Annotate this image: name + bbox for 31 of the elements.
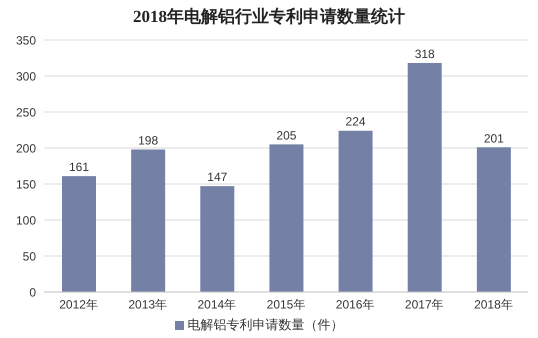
data-label: 198 <box>138 133 158 148</box>
bar <box>338 130 373 292</box>
chart-title: 2018年电解铝行业专利申请数量统计 <box>132 6 406 28</box>
bar <box>62 176 96 292</box>
x-tick-label: 2013年 <box>128 298 168 312</box>
legend-label: 电解铝专利申请数量（件） <box>188 317 344 332</box>
data-label: 224 <box>346 114 366 129</box>
y-tick-label: 350 <box>16 33 36 48</box>
x-tick-label: 2017年 <box>404 298 444 312</box>
bar <box>200 186 234 292</box>
x-tick-label: 2012年 <box>59 298 98 312</box>
x-tick-label: 2015年 <box>266 298 306 312</box>
data-label: 318 <box>414 47 436 62</box>
data-label: 147 <box>207 170 228 184</box>
x-tick-label: 2018年 <box>474 298 513 312</box>
y-tick-label: 100 <box>16 213 36 228</box>
y-tick-label: 0 <box>29 285 36 300</box>
data-label: 161 <box>68 160 90 174</box>
bar <box>131 149 166 292</box>
y-tick-label: 200 <box>16 141 36 156</box>
y-tick-label: 300 <box>16 69 36 84</box>
y-tick-label: 250 <box>16 105 36 120</box>
data-label: 201 <box>484 131 504 146</box>
x-tick-label: 2014年 <box>198 298 236 312</box>
bar <box>408 63 442 292</box>
bar <box>476 147 511 292</box>
y-tick-label: 150 <box>16 177 36 192</box>
y-tick-label: 50 <box>22 249 36 264</box>
bar <box>269 144 304 292</box>
x-tick-label: 2016年 <box>336 298 374 312</box>
data-label: 205 <box>276 128 297 142</box>
